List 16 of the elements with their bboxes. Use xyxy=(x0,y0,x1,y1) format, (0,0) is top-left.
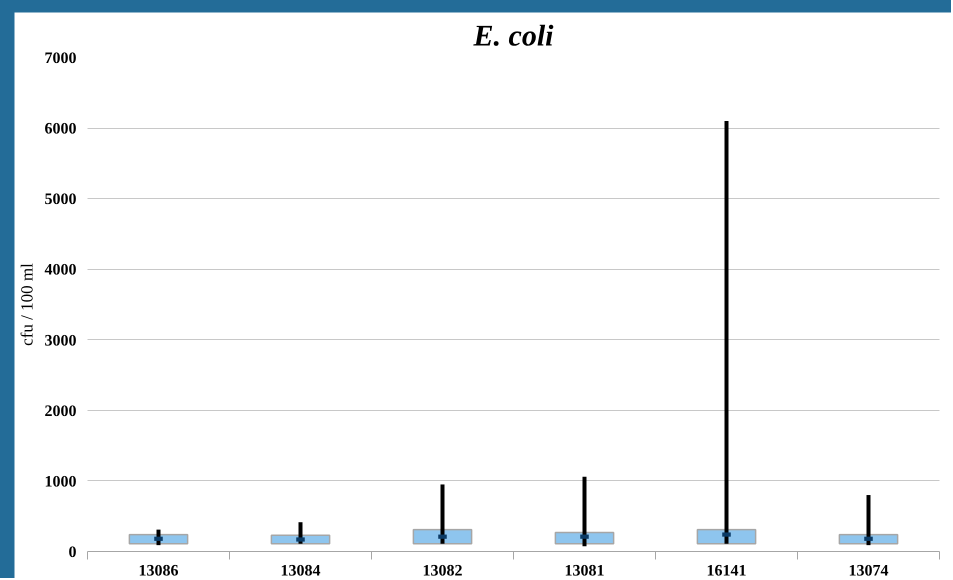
y-tick-label: 3000 xyxy=(44,332,76,350)
x-tick-label: 13084 xyxy=(280,562,320,580)
y-tick-label: 1000 xyxy=(44,473,76,490)
chart-title: E. coli xyxy=(472,20,554,52)
y-tick-label: 4000 xyxy=(44,262,76,279)
x-tick-label: 13074 xyxy=(848,562,888,580)
x-tick-label: 16141 xyxy=(706,562,746,580)
y-tick-label: 2000 xyxy=(44,402,76,420)
x-tick-label: 13082 xyxy=(422,562,462,580)
y-tick-label: 7000 xyxy=(44,50,76,67)
y-tick-label: 5000 xyxy=(44,191,76,208)
y-tick-label: 6000 xyxy=(44,120,76,138)
y-axis-title: cfu / 100 ml xyxy=(18,262,36,346)
x-tick-label: 13081 xyxy=(564,562,604,580)
y-tick-label: 0 xyxy=(68,544,76,561)
x-tick-label: 13086 xyxy=(138,562,178,580)
